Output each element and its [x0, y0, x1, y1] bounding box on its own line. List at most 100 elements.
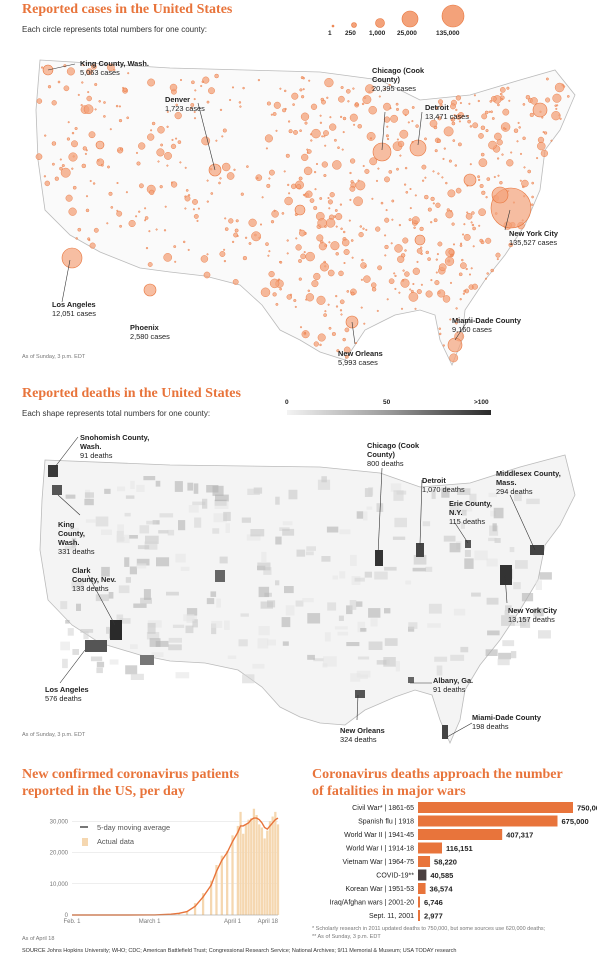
county-circle: [401, 279, 405, 282]
county-circle: [210, 192, 214, 195]
county-shape: [223, 511, 231, 521]
county-circle: [416, 289, 422, 295]
callout-chicago-deaths: Chicago (Cook County) 800 deaths: [367, 441, 420, 468]
new-cases-chart: 0 10,000 20,000 30,000 Feb. 1 March 1 April 1 A…: [50, 808, 280, 925]
county-shape: [211, 623, 217, 635]
county-circle: [497, 174, 500, 177]
county-circle: [420, 283, 423, 286]
county-circle: [107, 63, 115, 72]
county-circle: [43, 175, 46, 178]
county-circle: [192, 208, 195, 211]
county-circle: [398, 291, 401, 294]
county-shape: [539, 572, 552, 580]
county-shape: [72, 649, 79, 655]
county-circle: [340, 115, 343, 118]
county-circle: [35, 153, 43, 160]
leader-middlesex: [509, 494, 536, 551]
county-shape: [334, 626, 348, 630]
county-circle: [429, 119, 438, 128]
county-circle: [362, 227, 365, 230]
county-shape: [96, 661, 105, 668]
county-circle: [301, 330, 310, 339]
county-shape: [459, 501, 473, 512]
county-circle: [408, 218, 412, 222]
county-circle: [437, 116, 442, 121]
county-circle: [362, 164, 365, 167]
county-shape: [425, 566, 433, 572]
county-circle: [324, 144, 327, 147]
county-circle: [450, 103, 456, 110]
county-circle: [206, 179, 209, 182]
county-shape: [502, 640, 515, 647]
county-circle: [496, 258, 499, 261]
cases-legend-label-0: 1: [328, 30, 332, 37]
deaths-map-title: Reported deaths in the United States: [22, 386, 241, 401]
county-circle: [325, 218, 336, 228]
county-circle: [545, 97, 551, 103]
county-circle: [214, 73, 219, 79]
county-circle: [310, 133, 313, 136]
county-shape: [368, 487, 374, 496]
county-circle: [478, 158, 488, 167]
county-circle: [219, 177, 222, 180]
daily-bar: [260, 827, 264, 915]
county-circle: [82, 63, 85, 67]
county-shape: [285, 605, 295, 616]
source-line: SOURCE Johns Hopkins University; WHO; CD…: [22, 948, 457, 954]
county-shape: [487, 630, 500, 636]
county-circle: [480, 152, 485, 157]
county-circle: [125, 191, 128, 194]
leader-la: [61, 259, 71, 303]
county-circle: [353, 123, 356, 126]
county-circle: [83, 104, 94, 114]
wars-footnote-1: * Scholarly research in 2011 updated dea…: [312, 926, 546, 932]
county-circle: [485, 129, 489, 133]
leader-clark: [87, 574, 116, 626]
deaths-asof: As of Sunday, 3 p.m. EDT: [22, 732, 86, 738]
county-circle: [100, 163, 104, 167]
county-shape: [71, 537, 77, 548]
county-circle: [554, 82, 565, 93]
county-circle: [106, 222, 109, 225]
county-circle: [305, 190, 313, 198]
county-circle: [302, 193, 305, 196]
county-shape: [247, 488, 260, 495]
county-circle: [365, 228, 368, 231]
county-circle: [321, 135, 324, 138]
county-circle: [402, 237, 409, 244]
legend-circle-4: [401, 10, 419, 28]
county-circle: [412, 282, 415, 285]
county-circle: [226, 172, 235, 180]
county-circle: [275, 129, 278, 132]
leader-detroit-deaths: [419, 479, 423, 546]
county-circle: [71, 167, 74, 170]
county-circle: [234, 228, 239, 233]
county-circle: [201, 80, 205, 83]
daily-bar: [263, 838, 266, 915]
wars-footnote-2: ** As of Sunday, 3 p.m. EDT: [312, 934, 381, 940]
county-shape: [227, 655, 237, 659]
county-circle: [339, 309, 343, 312]
county-shape: [168, 637, 182, 643]
county-circle: [385, 134, 389, 138]
county-circle: [193, 213, 199, 219]
county-circle: [338, 95, 345, 103]
county-circle: [491, 117, 495, 120]
callout-la-deaths: Los Angeles 576 deaths: [45, 685, 89, 703]
county-circle: [260, 223, 263, 226]
county-shape: [130, 673, 144, 680]
county-circle: [499, 180, 503, 185]
county-circle: [371, 197, 374, 200]
county-circle-large: [294, 204, 306, 216]
county-circle: [443, 147, 446, 150]
county-shape: [383, 657, 396, 667]
leader-neworleans-deaths: [356, 694, 359, 721]
county-circle: [242, 86, 245, 90]
county-circle: [360, 278, 363, 281]
county-circle: [521, 179, 529, 188]
county-circle: [340, 227, 343, 231]
county-circle: [513, 128, 519, 133]
county-shape: [175, 672, 190, 679]
county-circle: [366, 132, 376, 141]
county-circle: [455, 307, 458, 310]
